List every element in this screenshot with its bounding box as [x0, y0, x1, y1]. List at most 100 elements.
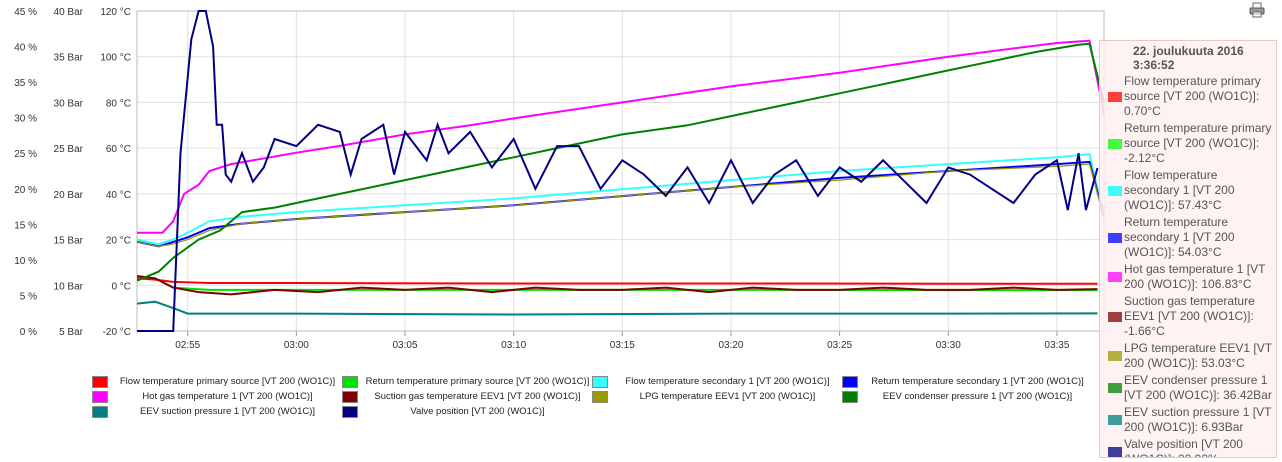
- legend-label: EEV suction pressure 1 [VT 200 (WO1C)]: [139, 406, 316, 417]
- tick-label-percent: 25 %: [14, 149, 37, 160]
- legend-label: Valve position [VT 200 (WO1C)]: [410, 406, 545, 417]
- legend-item[interactable]: LPG temperature EEV1 [VT 200 (WO1C)]: [592, 390, 842, 403]
- tooltip-swatch: [1108, 415, 1122, 425]
- legend-swatch: [592, 390, 608, 403]
- legend-row: Hot gas temperature 1 [VT 200 (WO1C)] Suc…: [92, 389, 1097, 404]
- series-line: [137, 10, 1099, 332]
- tick-label-temperature: 0 °C: [111, 281, 131, 292]
- tick-label-time: 03:15: [610, 340, 635, 351]
- series-line: [137, 160, 1105, 248]
- tick-label-percent: 0 %: [20, 327, 37, 338]
- series-line: [137, 300, 1098, 316]
- legend-label: Flow temperature secondary 1 [VT 200 (WO…: [625, 376, 830, 387]
- tick-label-bar: 5 Bar: [59, 327, 84, 338]
- legend-item[interactable]: Return temperature primary source [VT 20…: [342, 375, 592, 388]
- legend-swatch: [92, 405, 108, 418]
- tooltip-text: Return temperature primary source [VT 20…: [1124, 121, 1272, 165]
- tooltip-swatch: [1108, 383, 1122, 393]
- legend-swatch: [342, 405, 358, 418]
- tick-label-bar: 40 Bar: [54, 7, 84, 18]
- legend-item[interactable]: Valve position [VT 200 (WO1C)]: [342, 405, 592, 418]
- tick-label-temperature: 20 °C: [106, 236, 131, 247]
- tick-label-percent: 35 %: [14, 78, 37, 89]
- series-line: [137, 275, 1098, 296]
- legend-item[interactable]: Flow temperature secondary 1 [VT 200 (WO…: [592, 375, 842, 388]
- tick-label-percent: 30 %: [14, 114, 37, 125]
- tooltip-title: 22. joulukuuta 2016 3:36:52: [1133, 44, 1244, 72]
- legend-swatch: [842, 375, 858, 388]
- legend-item[interactable]: Return temperature secondary 1 [VT 200 (…: [842, 375, 1092, 388]
- legend-item[interactable]: EEV suction pressure 1 [VT 200 (WO1C)]: [92, 405, 342, 418]
- legend: Flow temperature primary source [VT 200 …: [92, 374, 1097, 419]
- legend-label: Return temperature secondary 1 [VT 200 (…: [871, 376, 1084, 387]
- tooltip-text: Suction gas temperature EEV1 [VT 200 (WO…: [1124, 294, 1255, 338]
- tick-label-percent: 40 %: [14, 43, 37, 54]
- series-line: [137, 277, 1098, 285]
- tick-label-temperature: 120 °C: [100, 7, 131, 18]
- tick-label-time: 03:20: [718, 340, 743, 351]
- tick-label-bar: 10 Bar: [54, 281, 84, 292]
- tooltip-swatch: [1108, 185, 1122, 196]
- legend-swatch: [342, 390, 358, 403]
- tick-label-bar: 15 Bar: [54, 236, 84, 247]
- tooltip-text: LPG temperature EEV1 [VT 200 (WO1C)]: 53…: [1124, 341, 1272, 370]
- tooltip-item: EEV condenser pressure 1 [VT 200 (WO1C)]…: [1100, 373, 1276, 403]
- legend-label: Hot gas temperature 1 [VT 200 (WO1C)]: [142, 391, 313, 402]
- legend-swatch: [842, 390, 858, 403]
- tick-label-time: 02:55: [175, 340, 200, 351]
- legend-item[interactable]: Flow temperature primary source [VT 200 …: [92, 375, 342, 388]
- tick-label-percent: 5 %: [20, 291, 37, 302]
- tooltip-text: Hot gas temperature 1 [VT 200 (WO1C)]: 1…: [1124, 262, 1266, 291]
- tooltip-text: Valve position [VT 200 (WO1C)]: 22.92%: [1124, 437, 1243, 457]
- tooltip-swatch: [1108, 447, 1122, 457]
- tooltip-item: Flow temperature secondary 1 [VT 200 (WO…: [1100, 168, 1276, 213]
- legend-swatch: [92, 390, 108, 403]
- tooltip-swatch: [1108, 91, 1122, 102]
- tooltip-item: EEV suction pressure 1 [VT 200 (WO1C)]: …: [1100, 405, 1276, 435]
- tooltip-item: Hot gas temperature 1 [VT 200 (WO1C)]: 1…: [1100, 262, 1276, 292]
- tooltip-text: Flow temperature secondary 1 [VT 200 (WO…: [1124, 168, 1235, 212]
- series-line: [137, 153, 1105, 246]
- legend-label: LPG temperature EEV1 [VT 200 (WO1C)]: [639, 391, 816, 402]
- tooltip-item: Flow temperature primary source [VT 200 …: [1100, 74, 1276, 119]
- tooltip-text: EEV condenser pressure 1 [VT 200 (WO1C)]…: [1124, 373, 1272, 402]
- legend-label: Flow temperature primary source [VT 200 …: [119, 376, 336, 387]
- legend-item[interactable]: Hot gas temperature 1 [VT 200 (WO1C)]: [92, 390, 342, 403]
- tick-label-temperature: 40 °C: [106, 190, 131, 201]
- tick-label-time: 03:10: [501, 340, 526, 351]
- tick-label-bar: 20 Bar: [54, 190, 84, 201]
- tick-label-bar: 25 Bar: [54, 144, 84, 155]
- legend-swatch: [342, 375, 358, 388]
- legend-item[interactable]: EEV condenser pressure 1 [VT 200 (WO1C)]: [842, 390, 1092, 403]
- tick-label-percent: 45 %: [14, 7, 37, 18]
- tick-label-bar: 30 Bar: [54, 98, 84, 109]
- tick-label-time: 03:25: [827, 340, 852, 351]
- tick-label-bar: 35 Bar: [54, 53, 84, 64]
- tick-label-time: 03:05: [392, 340, 417, 351]
- legend-item[interactable]: Suction gas temperature EEV1 [VT 200 (WO…: [342, 390, 592, 403]
- tick-label-time: 03:35: [1044, 340, 1069, 351]
- tooltip-swatch: [1108, 351, 1122, 361]
- tick-label-temperature: 100 °C: [100, 53, 131, 64]
- legend-row: Flow temperature primary source [VT 200 …: [92, 374, 1097, 389]
- tooltip-text: Flow temperature primary source [VT 200 …: [1124, 74, 1261, 118]
- legend-swatch: [592, 375, 608, 388]
- tooltip-item: Return temperature secondary 1 [VT 200 (…: [1100, 215, 1276, 260]
- tooltip-item: Return temperature primary source [VT 20…: [1100, 121, 1276, 166]
- tick-label-percent: 10 %: [14, 256, 37, 267]
- tick-label-temperature: 80 °C: [106, 98, 131, 109]
- tooltip: 22. joulukuuta 2016 3:36:52 Flow tempera…: [1099, 40, 1277, 458]
- series-line: [137, 39, 1105, 234]
- tooltip-swatch: [1108, 232, 1122, 243]
- tick-label-time: 03:30: [936, 340, 961, 351]
- legend-row: EEV suction pressure 1 [VT 200 (WO1C)] Va…: [92, 404, 1097, 419]
- printer-icon[interactable]: [1249, 2, 1265, 18]
- legend-label: Suction gas temperature EEV1 [VT 200 (WO…: [374, 391, 581, 402]
- tooltip-swatch: [1108, 138, 1122, 149]
- legend-swatch: [92, 375, 108, 388]
- tick-label-time: 03:00: [284, 340, 309, 351]
- tooltip-item: LPG temperature EEV1 [VT 200 (WO1C)]: 53…: [1100, 341, 1276, 371]
- series-line: [137, 163, 1105, 248]
- tick-label-temperature: 60 °C: [106, 144, 131, 155]
